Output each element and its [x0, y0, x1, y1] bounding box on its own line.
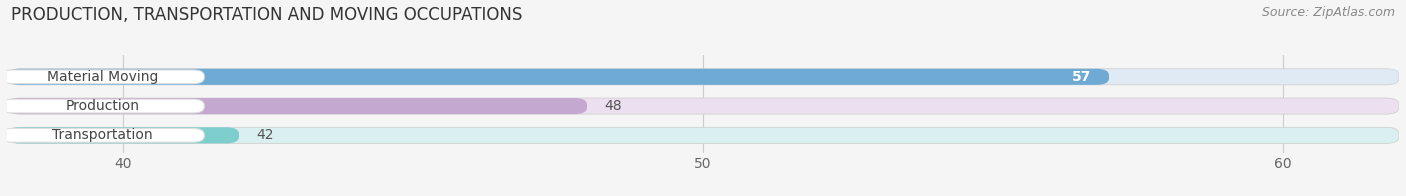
Text: Transportation: Transportation	[52, 128, 153, 142]
Text: 57: 57	[1073, 70, 1091, 84]
Text: 48: 48	[605, 99, 621, 113]
FancyBboxPatch shape	[1, 99, 204, 113]
FancyBboxPatch shape	[7, 69, 1399, 85]
FancyBboxPatch shape	[1, 70, 204, 84]
Text: Production: Production	[66, 99, 139, 113]
Text: PRODUCTION, TRANSPORTATION AND MOVING OCCUPATIONS: PRODUCTION, TRANSPORTATION AND MOVING OC…	[11, 6, 523, 24]
FancyBboxPatch shape	[7, 127, 1399, 143]
FancyBboxPatch shape	[7, 98, 1399, 114]
FancyBboxPatch shape	[7, 98, 588, 114]
FancyBboxPatch shape	[1, 128, 204, 142]
FancyBboxPatch shape	[7, 69, 1109, 85]
FancyBboxPatch shape	[7, 127, 239, 143]
Text: 42: 42	[256, 128, 274, 142]
Text: Source: ZipAtlas.com: Source: ZipAtlas.com	[1261, 6, 1395, 19]
Text: Material Moving: Material Moving	[46, 70, 159, 84]
